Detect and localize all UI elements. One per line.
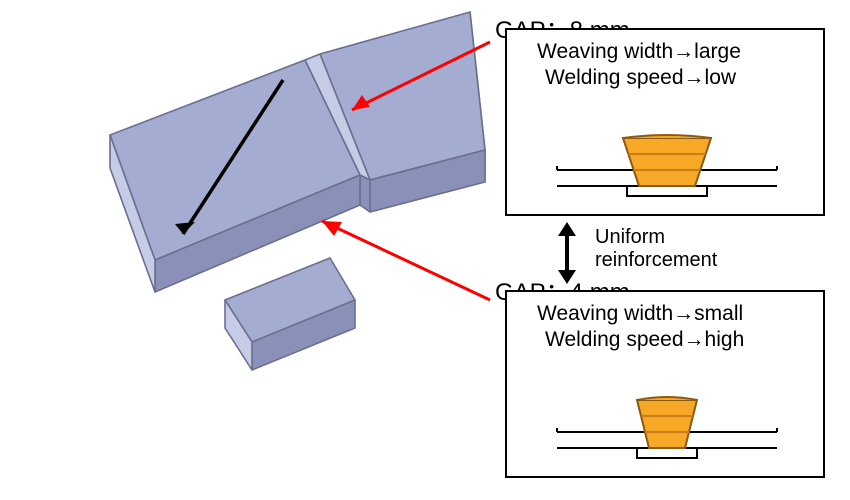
gap-4-box: Weaving width→small Welding speed→high — [505, 290, 825, 478]
gap-4-line-2: Welding speed→high — [545, 328, 744, 352]
weld-cross-section-small — [507, 362, 827, 472]
mid-label-line1: Uniform — [595, 226, 665, 248]
gap-4-line-1: Weaving width→small — [537, 302, 743, 326]
mid-label-line2: reinforcement — [595, 249, 717, 271]
uniform-reinforcement-label: Uniform reinforcement — [595, 226, 717, 272]
